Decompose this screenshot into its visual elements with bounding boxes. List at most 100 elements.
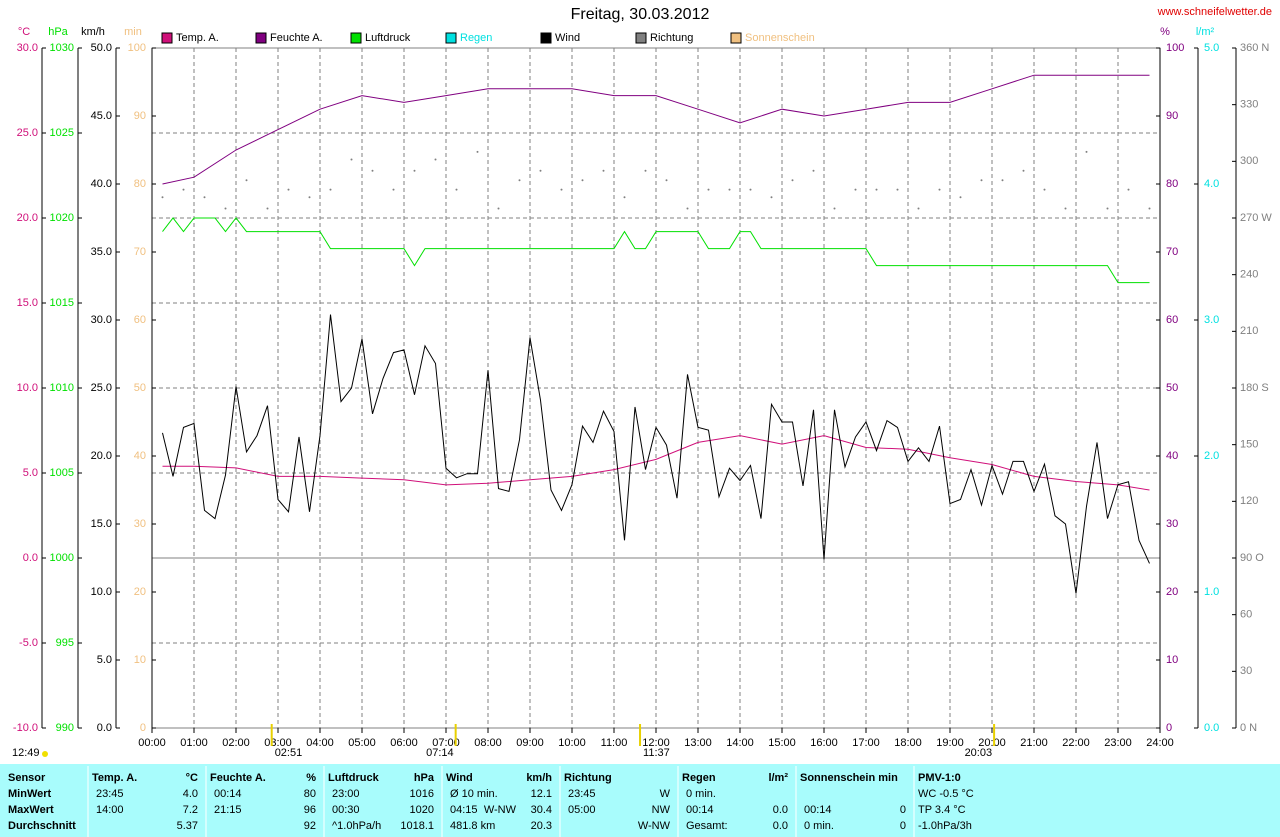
- y-tick-label: 80: [1166, 178, 1178, 190]
- y-tick-label: 1030: [50, 42, 74, 54]
- direction-dot: [434, 158, 437, 161]
- y-tick-label: 0.0: [23, 552, 38, 564]
- direction-dot: [686, 207, 689, 210]
- axis-unit: °C: [18, 26, 30, 38]
- x-tick-label: 12:00: [642, 737, 670, 749]
- stats-cell: 0 min.: [804, 820, 834, 832]
- y-tick-label: 10: [134, 654, 146, 666]
- y-tick-label: 270 W: [1240, 212, 1272, 224]
- x-tick-label: 00:00: [138, 737, 166, 749]
- direction-dot: [182, 188, 185, 191]
- direction-dot: [707, 188, 710, 191]
- y-tick-label: 20.0: [17, 212, 38, 224]
- stats-cell: W: [660, 788, 671, 800]
- y-tick-label: 300: [1240, 155, 1258, 167]
- y-tick-label: 1005: [50, 467, 74, 479]
- x-tick-label: 22:00: [1062, 737, 1090, 749]
- stats-cell: 0 min.: [686, 788, 716, 800]
- stats-cell: 1016: [410, 788, 434, 800]
- stats-cell: 1020: [410, 804, 434, 816]
- y-tick-label: 360 N: [1240, 42, 1269, 54]
- direction-dot: [833, 207, 836, 210]
- legend-swatch: [445, 32, 457, 44]
- y-tick-label: 20: [1166, 586, 1178, 598]
- series-line: [162, 217, 1150, 284]
- stats-unit: hPa: [414, 772, 435, 784]
- y-tick-label: 45.0: [91, 110, 112, 122]
- direction-dot: [602, 169, 605, 172]
- direction-dot: [224, 207, 227, 210]
- direction-dot: [959, 196, 962, 199]
- stats-cell: 12.1: [531, 788, 552, 800]
- y-tick-label: 0: [140, 722, 146, 734]
- y-tick-label: 0.0: [1204, 722, 1219, 734]
- direction-dot: [203, 196, 206, 199]
- y-tick-label: 80: [134, 178, 146, 190]
- direction-dot: [917, 207, 920, 210]
- event-label: 11:37: [643, 747, 670, 759]
- stats-cell: 23:00: [332, 788, 360, 800]
- direction-dot: [812, 169, 815, 172]
- stats-cell: Ø 10 min.: [450, 788, 498, 800]
- axis-unit: min: [124, 26, 142, 38]
- stats-cell: 1018.1: [400, 820, 434, 832]
- y-tick-label: 330: [1240, 99, 1258, 111]
- stats-background: [0, 764, 1280, 837]
- x-tick-label: 10:00: [558, 737, 586, 749]
- stats-cell: 96: [304, 804, 316, 816]
- direction-dot: [1106, 207, 1109, 210]
- series-line: [162, 74, 1150, 185]
- legend-swatch: [350, 32, 362, 44]
- direction-dot: [875, 188, 878, 191]
- legend-swatch: [730, 32, 742, 44]
- y-tick-label: 100: [128, 42, 146, 54]
- y-tick-label: -10.0: [13, 722, 38, 734]
- y-tick-label: 1015: [50, 297, 74, 309]
- stats-cell: 92: [304, 820, 316, 832]
- event-label: 20:03: [965, 747, 993, 759]
- stats-unit: l/m²: [768, 772, 788, 784]
- y-tick-label: 25.0: [91, 382, 112, 394]
- x-tick-label: 01:00: [180, 737, 208, 749]
- stats-cell: 00:14: [214, 788, 242, 800]
- direction-dot: [938, 188, 941, 191]
- y-tick-label: 3.0: [1204, 314, 1219, 326]
- stats-cell: ^1.0hPa/h: [332, 820, 381, 832]
- stats-group-title: Sonnenschein min: [800, 772, 898, 784]
- stats-cell: 00:30: [332, 804, 360, 816]
- axis-unit: l/m²: [1196, 26, 1215, 38]
- stats-group-title: Richtung: [564, 772, 612, 784]
- y-tick-label: 150: [1240, 439, 1258, 451]
- stats-group-title: Wind: [446, 772, 473, 784]
- direction-dot: [1022, 169, 1025, 172]
- y-tick-label: 5.0: [97, 654, 112, 666]
- y-tick-label: 20.0: [91, 450, 112, 462]
- y-tick-label: 10.0: [91, 586, 112, 598]
- stats-group-title: Regen: [682, 772, 716, 784]
- y-tick-label: 30.0: [91, 314, 112, 326]
- y-tick-label: 30: [1240, 665, 1252, 677]
- y-tick-label: 2.0: [1204, 450, 1219, 462]
- direction-dot: [665, 179, 668, 182]
- x-tick-label: 23:00: [1104, 737, 1132, 749]
- x-tick-label: 05:00: [348, 737, 376, 749]
- axis-unit: hPa: [48, 26, 68, 38]
- x-tick-label: 24:00: [1146, 737, 1174, 749]
- y-tick-label: 50: [134, 382, 146, 394]
- x-tick-label: 15:00: [768, 737, 796, 749]
- legend-label: Feuchte A.: [270, 32, 323, 44]
- direction-dot: [1148, 207, 1151, 210]
- direction-dot: [1064, 207, 1067, 210]
- stats-cell: 7.2: [183, 804, 198, 816]
- stats-group-title: Luftdruck: [328, 772, 380, 784]
- stats-cell: 80: [304, 788, 316, 800]
- y-tick-label: 70: [1166, 246, 1178, 258]
- direction-dot: [749, 188, 752, 191]
- y-tick-label: 30: [134, 518, 146, 530]
- stats-cell: -1.0hPa/3h: [918, 820, 972, 832]
- direction-dot: [476, 150, 479, 153]
- y-tick-label: 1010: [50, 382, 74, 394]
- direction-dot: [350, 158, 353, 161]
- legend-swatch: [161, 32, 173, 44]
- direction-dot: [161, 196, 164, 199]
